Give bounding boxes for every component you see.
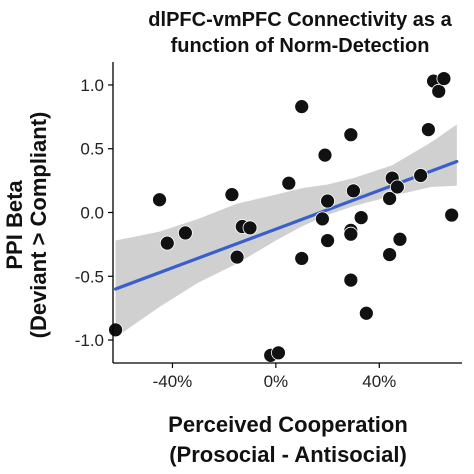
data-point [159, 235, 175, 251]
x-axis-title: Perceived Cooperation (Prosocial - Antis… [168, 412, 408, 467]
data-point [353, 210, 369, 226]
y-tick-label: 0.5 [80, 140, 104, 159]
data-point [343, 127, 359, 143]
data-point [382, 247, 398, 262]
chart-title: dlPFC-vmPFC Connectivity as a function o… [148, 9, 452, 57]
data-point [320, 233, 335, 248]
x-tick-label: 0% [264, 372, 289, 391]
data-point [389, 179, 405, 195]
y-tick-label: 0.0 [80, 204, 104, 223]
data-point [343, 226, 359, 242]
data-point [431, 83, 447, 99]
data-point [320, 193, 335, 209]
data-point [420, 122, 436, 137]
data-point [413, 168, 429, 183]
data-point [242, 220, 258, 236]
axes: 1.0 0.5 0.0 -0.5 -1.0 -40% 0% 40% [75, 62, 462, 391]
confidence-band-layer [115, 124, 457, 338]
chart-title-line-2: function of Norm-Detection [171, 35, 430, 57]
data-points [108, 71, 460, 363]
data-point [392, 231, 408, 247]
y-tick-label: 1.0 [80, 76, 104, 95]
data-point [444, 207, 460, 223]
data-point [152, 192, 167, 208]
chart-title-line-1: dlPFC-vmPFC Connectivity as a [148, 9, 452, 31]
data-point [317, 147, 333, 163]
data-point [343, 272, 359, 288]
data-point [271, 345, 286, 361]
y-axis-title-line-1: PPI Beta [2, 180, 27, 270]
data-point [436, 71, 452, 86]
data-point [294, 99, 310, 115]
data-point [229, 249, 245, 265]
data-point [294, 251, 310, 266]
y-axis-title: PPI Beta (Deviant > Compliant) [2, 112, 51, 339]
x-axis-title-line-2: (Prosocial - Antisocial) [169, 442, 407, 467]
y-axis-title-line-2: (Deviant > Compliant) [26, 112, 51, 339]
data-point [358, 305, 374, 321]
data-point [314, 211, 330, 227]
y-tick-label: -0.5 [75, 267, 104, 286]
data-point [382, 191, 398, 206]
x-tick-label: -40% [153, 372, 193, 391]
y-tick-label: -1.0 [75, 331, 104, 350]
x-tick-label: 40% [362, 372, 396, 391]
data-point [108, 322, 123, 338]
data-point [224, 187, 240, 203]
confidence-band [115, 124, 457, 338]
x-axis-title-line-1: Perceived Cooperation [168, 412, 408, 437]
data-point [281, 175, 297, 191]
data-point [346, 183, 361, 199]
data-point [177, 225, 193, 241]
